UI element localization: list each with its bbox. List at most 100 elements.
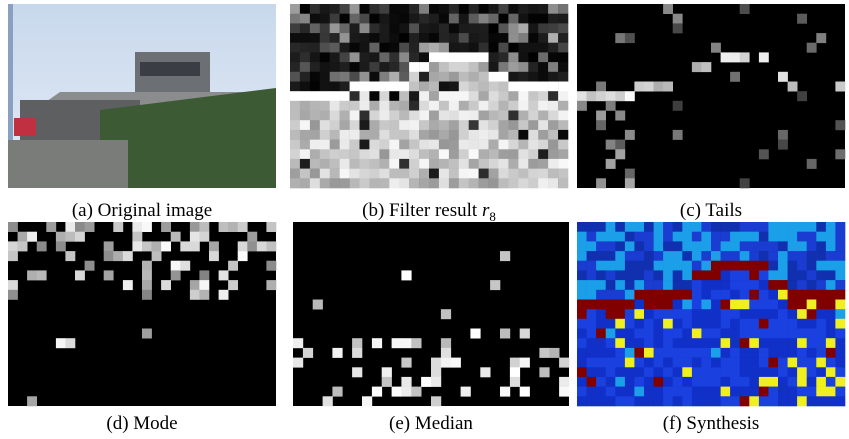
pixel [596, 377, 606, 387]
pixel [228, 222, 238, 232]
caption-subscript: 8 [489, 209, 496, 224]
pixel [449, 14, 459, 24]
pixel [538, 159, 548, 169]
pixel [389, 111, 399, 121]
pixel [439, 101, 449, 111]
pixel [123, 251, 133, 261]
pixel [692, 348, 702, 358]
pixel [431, 377, 441, 387]
pixel [401, 270, 411, 280]
pixel [113, 251, 123, 261]
pixel [615, 367, 625, 377]
pixel [701, 387, 711, 397]
pixel [721, 290, 731, 300]
pixel [730, 261, 740, 271]
pixel [499, 72, 509, 82]
pixel [330, 23, 340, 33]
pixel [797, 251, 807, 261]
pixel [518, 169, 528, 179]
pixel [606, 367, 616, 377]
pixel [360, 72, 370, 82]
pixel [721, 319, 731, 329]
pixel [788, 329, 798, 339]
original-image [8, 4, 276, 188]
pixel [797, 338, 807, 348]
pixel [449, 23, 459, 33]
pixel [673, 241, 683, 251]
pixel [152, 241, 162, 251]
pixel [419, 120, 429, 130]
pixel [369, 101, 379, 111]
pixel [644, 82, 654, 92]
pixel [266, 261, 276, 271]
pixel [587, 232, 597, 242]
pixel [788, 82, 798, 92]
pixel [673, 130, 683, 140]
pixel [411, 338, 421, 348]
pixel [449, 4, 459, 14]
pixel [587, 309, 597, 319]
pixel [788, 300, 798, 310]
pixel [826, 300, 836, 310]
pixel [360, 43, 370, 53]
pixel [499, 62, 509, 72]
pixel [634, 290, 644, 300]
pixel [399, 14, 409, 24]
pixel [673, 309, 683, 319]
pixel [730, 396, 740, 406]
pixel [673, 367, 683, 377]
pixel [449, 82, 459, 92]
pixel [538, 43, 548, 53]
pixel [508, 23, 518, 33]
pixel [558, 111, 568, 121]
pixel [711, 396, 721, 406]
pixel [409, 4, 419, 14]
pixel [797, 358, 807, 368]
pixel [300, 111, 310, 121]
pixel [360, 4, 370, 14]
pixel [228, 261, 238, 271]
pixel [788, 396, 798, 406]
pixel [740, 280, 750, 290]
pixel [489, 140, 499, 150]
pixel [290, 52, 300, 62]
pixel [399, 101, 409, 111]
pixel [528, 149, 538, 159]
pixel [558, 14, 568, 24]
pixel [768, 338, 778, 348]
pixel [826, 270, 836, 280]
pixel [759, 300, 769, 310]
pixel [730, 280, 740, 290]
pixel [538, 82, 548, 92]
mode [8, 222, 276, 406]
pixel [489, 159, 499, 169]
pixel [409, 149, 419, 159]
pixel [654, 367, 664, 377]
pixel [606, 348, 616, 358]
pixel [142, 241, 152, 251]
pixel [449, 169, 459, 179]
pixel [340, 120, 350, 130]
pixel [330, 52, 340, 62]
pixel [439, 72, 449, 82]
pixel [634, 396, 644, 406]
pixel [835, 367, 845, 377]
pixel [606, 270, 616, 280]
pixel [479, 169, 489, 179]
pixel [228, 280, 238, 290]
pixel [300, 4, 310, 14]
pixel [419, 43, 429, 53]
pixel [778, 348, 788, 358]
pixel [577, 348, 587, 358]
pixel [711, 377, 721, 387]
pixel [577, 300, 587, 310]
pixel [730, 309, 740, 319]
pixel [219, 270, 229, 280]
pixel [835, 120, 845, 130]
pixel [673, 222, 683, 232]
pixel [835, 300, 845, 310]
pixel [577, 319, 587, 329]
pixel [721, 232, 731, 242]
pixel [320, 120, 330, 130]
pixel [429, 43, 439, 53]
